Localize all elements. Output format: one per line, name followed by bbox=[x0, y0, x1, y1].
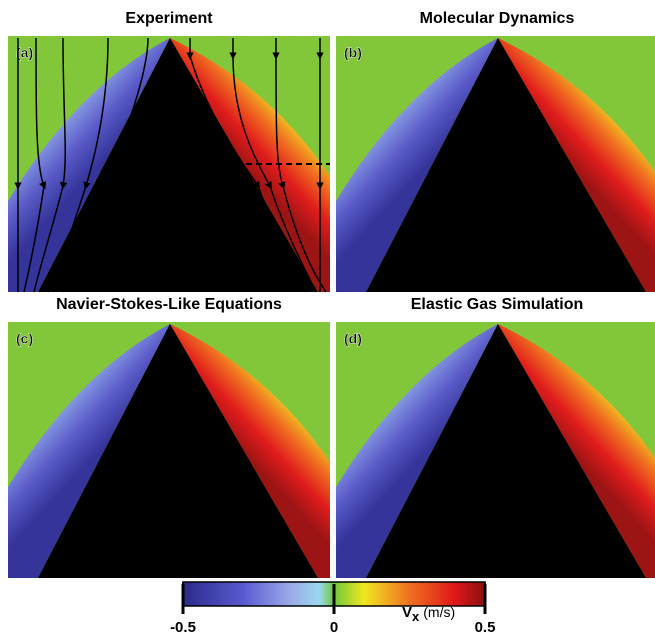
panel-title: Experiment bbox=[125, 10, 213, 27]
tick-label: 0 bbox=[330, 619, 338, 636]
tick-label: -0.5 bbox=[170, 619, 196, 636]
heatmap: (b) bbox=[336, 36, 655, 292]
label-symbol: V bbox=[402, 604, 412, 621]
tick-label: 0.5 bbox=[475, 619, 496, 636]
label-unit: (m/s) bbox=[423, 604, 455, 620]
label-subscript: x bbox=[412, 609, 420, 624]
panel-label: (c) bbox=[16, 331, 33, 347]
panel-title: Molecular Dynamics bbox=[420, 10, 575, 27]
panel-label: (d) bbox=[344, 331, 362, 347]
panel-label: (b) bbox=[344, 45, 362, 61]
colorbar-label: Vx(m/s) bbox=[402, 604, 455, 625]
panel-title: Navier-Stokes-Like Equations bbox=[56, 296, 282, 313]
heatmap: (d) bbox=[336, 322, 655, 578]
panel-title: Elastic Gas Simulation bbox=[411, 296, 584, 313]
figure: Experiment(a)Molecular Dynamics(b)Navier… bbox=[0, 0, 655, 637]
heatmap: (c) bbox=[8, 322, 330, 578]
